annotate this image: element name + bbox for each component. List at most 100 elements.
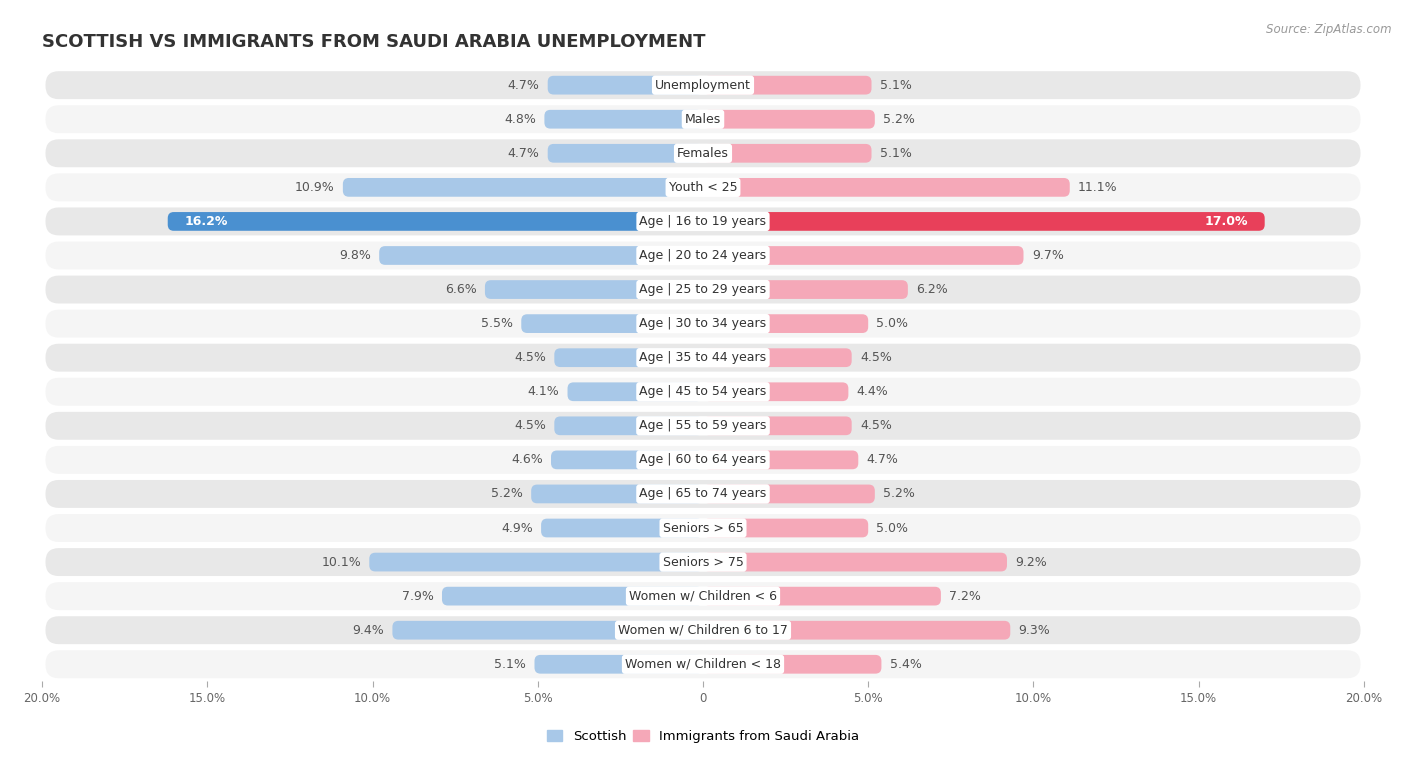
FancyBboxPatch shape: [544, 110, 703, 129]
FancyBboxPatch shape: [531, 484, 703, 503]
Text: 7.2%: 7.2%: [949, 590, 981, 603]
Text: Age | 16 to 19 years: Age | 16 to 19 years: [640, 215, 766, 228]
FancyBboxPatch shape: [703, 655, 882, 674]
Text: 10.1%: 10.1%: [322, 556, 361, 569]
Text: 4.8%: 4.8%: [505, 113, 536, 126]
FancyBboxPatch shape: [45, 514, 1361, 542]
Text: 5.1%: 5.1%: [880, 79, 911, 92]
FancyBboxPatch shape: [703, 110, 875, 129]
FancyBboxPatch shape: [45, 173, 1361, 201]
FancyBboxPatch shape: [45, 241, 1361, 269]
FancyBboxPatch shape: [45, 139, 1361, 167]
FancyBboxPatch shape: [380, 246, 703, 265]
Text: SCOTTISH VS IMMIGRANTS FROM SAUDI ARABIA UNEMPLOYMENT: SCOTTISH VS IMMIGRANTS FROM SAUDI ARABIA…: [42, 33, 706, 51]
Text: 6.6%: 6.6%: [444, 283, 477, 296]
FancyBboxPatch shape: [703, 246, 1024, 265]
Text: 4.7%: 4.7%: [866, 453, 898, 466]
FancyBboxPatch shape: [45, 480, 1361, 508]
FancyBboxPatch shape: [568, 382, 703, 401]
Text: Age | 20 to 24 years: Age | 20 to 24 years: [640, 249, 766, 262]
FancyBboxPatch shape: [167, 212, 703, 231]
FancyBboxPatch shape: [703, 416, 852, 435]
Text: Youth < 25: Youth < 25: [669, 181, 737, 194]
FancyBboxPatch shape: [703, 621, 1011, 640]
FancyBboxPatch shape: [45, 207, 1361, 235]
Text: Unemployment: Unemployment: [655, 79, 751, 92]
Text: 9.2%: 9.2%: [1015, 556, 1047, 569]
Text: Source: ZipAtlas.com: Source: ZipAtlas.com: [1267, 23, 1392, 36]
FancyBboxPatch shape: [703, 280, 908, 299]
FancyBboxPatch shape: [551, 450, 703, 469]
FancyBboxPatch shape: [45, 548, 1361, 576]
Text: 6.2%: 6.2%: [917, 283, 948, 296]
Text: 4.1%: 4.1%: [527, 385, 560, 398]
Text: Women w/ Children < 18: Women w/ Children < 18: [626, 658, 780, 671]
Text: Women w/ Children < 6: Women w/ Children < 6: [628, 590, 778, 603]
FancyBboxPatch shape: [703, 519, 868, 537]
FancyBboxPatch shape: [534, 655, 703, 674]
FancyBboxPatch shape: [45, 276, 1361, 304]
FancyBboxPatch shape: [703, 314, 868, 333]
Text: 5.5%: 5.5%: [481, 317, 513, 330]
Text: Females: Females: [678, 147, 728, 160]
Text: 9.8%: 9.8%: [339, 249, 371, 262]
Text: 5.1%: 5.1%: [495, 658, 526, 671]
Text: 4.9%: 4.9%: [501, 522, 533, 534]
Text: Males: Males: [685, 113, 721, 126]
FancyBboxPatch shape: [703, 348, 852, 367]
Text: 9.4%: 9.4%: [353, 624, 384, 637]
Text: 5.1%: 5.1%: [880, 147, 911, 160]
FancyBboxPatch shape: [392, 621, 703, 640]
Text: 16.2%: 16.2%: [184, 215, 228, 228]
Text: 17.0%: 17.0%: [1205, 215, 1249, 228]
FancyBboxPatch shape: [703, 450, 858, 469]
Text: Age | 35 to 44 years: Age | 35 to 44 years: [640, 351, 766, 364]
FancyBboxPatch shape: [703, 587, 941, 606]
Text: 4.4%: 4.4%: [856, 385, 889, 398]
FancyBboxPatch shape: [45, 650, 1361, 678]
Text: 4.5%: 4.5%: [515, 351, 546, 364]
Text: 4.5%: 4.5%: [860, 419, 891, 432]
FancyBboxPatch shape: [703, 76, 872, 95]
Text: Age | 25 to 29 years: Age | 25 to 29 years: [640, 283, 766, 296]
FancyBboxPatch shape: [45, 378, 1361, 406]
Text: 5.2%: 5.2%: [883, 488, 915, 500]
FancyBboxPatch shape: [703, 178, 1070, 197]
FancyBboxPatch shape: [45, 616, 1361, 644]
FancyBboxPatch shape: [522, 314, 703, 333]
Text: Age | 30 to 34 years: Age | 30 to 34 years: [640, 317, 766, 330]
FancyBboxPatch shape: [703, 144, 872, 163]
FancyBboxPatch shape: [45, 105, 1361, 133]
FancyBboxPatch shape: [370, 553, 703, 572]
Text: 4.7%: 4.7%: [508, 79, 540, 92]
Text: 9.7%: 9.7%: [1032, 249, 1063, 262]
Text: Seniors > 75: Seniors > 75: [662, 556, 744, 569]
Text: 4.5%: 4.5%: [515, 419, 546, 432]
FancyBboxPatch shape: [703, 382, 848, 401]
FancyBboxPatch shape: [703, 484, 875, 503]
FancyBboxPatch shape: [541, 519, 703, 537]
Text: 4.7%: 4.7%: [508, 147, 540, 160]
Text: Age | 60 to 64 years: Age | 60 to 64 years: [640, 453, 766, 466]
FancyBboxPatch shape: [45, 582, 1361, 610]
Text: Women w/ Children 6 to 17: Women w/ Children 6 to 17: [619, 624, 787, 637]
FancyBboxPatch shape: [703, 212, 1264, 231]
Text: 9.3%: 9.3%: [1018, 624, 1050, 637]
Text: 4.5%: 4.5%: [860, 351, 891, 364]
Text: 5.2%: 5.2%: [883, 113, 915, 126]
FancyBboxPatch shape: [485, 280, 703, 299]
Text: 5.2%: 5.2%: [491, 488, 523, 500]
Text: Age | 65 to 74 years: Age | 65 to 74 years: [640, 488, 766, 500]
FancyBboxPatch shape: [548, 144, 703, 163]
Text: 5.0%: 5.0%: [876, 317, 908, 330]
Text: 4.6%: 4.6%: [510, 453, 543, 466]
FancyBboxPatch shape: [45, 446, 1361, 474]
FancyBboxPatch shape: [548, 76, 703, 95]
FancyBboxPatch shape: [45, 344, 1361, 372]
Text: Seniors > 65: Seniors > 65: [662, 522, 744, 534]
Text: 11.1%: 11.1%: [1078, 181, 1118, 194]
FancyBboxPatch shape: [45, 71, 1361, 99]
FancyBboxPatch shape: [554, 416, 703, 435]
FancyBboxPatch shape: [45, 310, 1361, 338]
FancyBboxPatch shape: [703, 553, 1007, 572]
